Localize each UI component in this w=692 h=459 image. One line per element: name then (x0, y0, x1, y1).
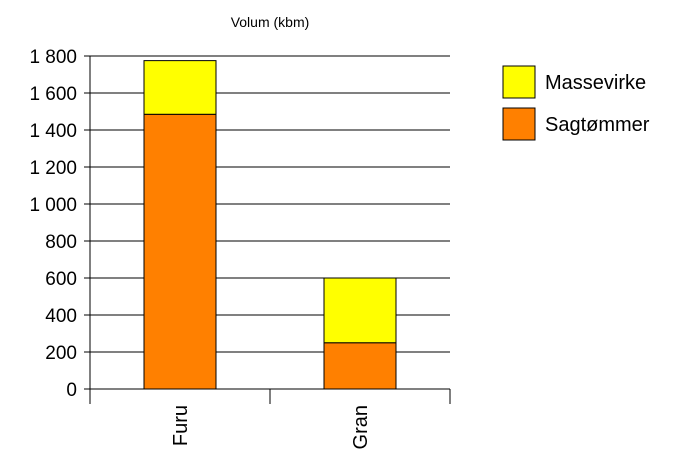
y-tick-label: 1 600 (29, 84, 77, 105)
chart-title: Volum (kbm) (231, 14, 310, 30)
y-tick-label: 0 (66, 380, 77, 401)
y-tick-label: 1 400 (29, 121, 77, 142)
bar-gran-massevirke (323, 277, 397, 344)
bar-furu-sagtømmer (143, 113, 217, 390)
bars (143, 60, 397, 390)
y-tick-label: 600 (45, 269, 77, 290)
y-tick-label: 1 200 (29, 158, 77, 179)
y-tick-label: 1 000 (29, 195, 77, 216)
legend: Massevirke Sagtømmer (502, 65, 650, 141)
legend-swatch (502, 107, 536, 141)
bar-furu-massevirke (143, 60, 217, 115)
x-tick-label: Gran (350, 405, 372, 449)
legend-label: Sagtømmer (545, 114, 650, 136)
y-tick-label: 1 800 (29, 47, 77, 68)
y-tick-label: 400 (45, 306, 77, 327)
legend-swatch (502, 65, 536, 99)
y-tick-label: 800 (45, 232, 77, 253)
bar-gran-sagtømmer (323, 342, 397, 390)
axes: 0 200 400 600 800 1 000 1 200 1 400 1 600 1 800 Fu… (29, 47, 451, 449)
y-tick-label: 200 (45, 343, 77, 364)
legend-label: Massevirke (545, 72, 646, 94)
x-tick-label: Furu (170, 405, 192, 446)
